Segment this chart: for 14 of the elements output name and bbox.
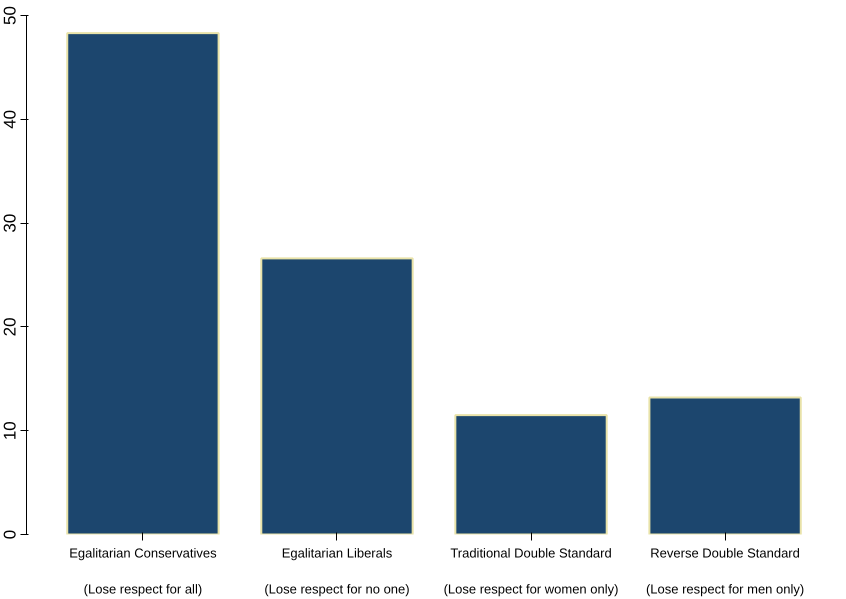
category-label: Egalitarian Liberals (Lose respect for no one) — [264, 546, 410, 596]
category-label: Traditional Double Standard (Lose respect for women only) — [444, 546, 618, 596]
category-label: Egalitarian Conservatives (Lose respect for all) — [69, 546, 217, 596]
y-tick-label: 50 — [0, 6, 20, 25]
y-tick-label: 0 — [0, 530, 20, 540]
bar — [454, 414, 608, 534]
y-tick-label: 40 — [0, 110, 20, 129]
y-tick-label: 30 — [0, 214, 20, 233]
bar — [648, 396, 802, 534]
y-tick-label: 10 — [0, 421, 20, 440]
y-tick-label: 20 — [0, 317, 20, 336]
bar — [260, 257, 414, 534]
category-label: Reverse Double Standard (Lose respect for men only) — [646, 546, 804, 596]
bar — [66, 32, 220, 534]
